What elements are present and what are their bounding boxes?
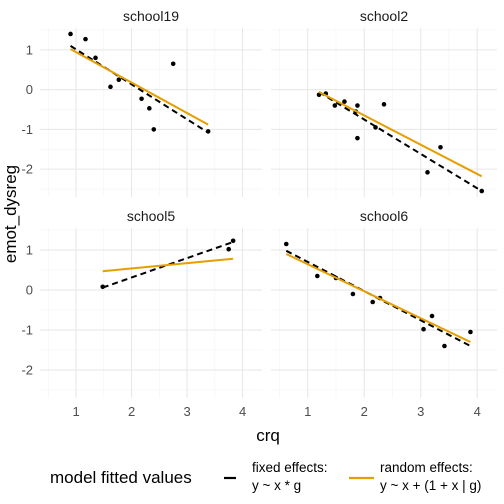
data-point [355, 103, 360, 108]
random-effects-line [102, 257, 234, 273]
data-point [147, 106, 152, 111]
data-point [83, 36, 88, 42]
data-point [429, 313, 435, 319]
facet-panel-school5: school5 -2 -1 0 1 1 2 3 4 [21, 208, 262, 419]
x-axis-title: crq [256, 426, 280, 445]
legend-label-fixed-line1: fixed effects: [252, 460, 328, 475]
data-point [370, 299, 376, 305]
facet-panel-school19: school19 -2 -1 0 1 [21, 8, 262, 197]
legend-title: model fitted values [50, 468, 192, 487]
y-axis-title: emot_dysreg [1, 165, 20, 263]
data-point [93, 55, 98, 61]
data-point [350, 291, 356, 297]
x-tick-label: 2 [361, 404, 368, 419]
random-effects-line [70, 48, 209, 126]
data-point [108, 84, 113, 90]
data-point [151, 127, 157, 132]
x-tick-label: 4 [474, 404, 481, 419]
legend: model fitted values fixed effects: y ~ x… [50, 460, 481, 493]
data-point [283, 241, 289, 247]
data-point [170, 61, 176, 67]
data-point [442, 343, 447, 349]
y-tick-label: -1 [21, 323, 33, 338]
y-tick-label: 0 [26, 283, 33, 298]
legend-label-random-line1: random effects: [380, 460, 473, 475]
fixed-effects-line [69, 45, 209, 134]
data-point [68, 31, 73, 37]
data-point [355, 135, 360, 141]
legend-label-fixed-line2: y ~ x * g [252, 478, 301, 493]
y-tick-label: -2 [21, 162, 33, 177]
data-point [425, 170, 430, 175]
facet-panel-school6: school6 1 2 3 4 [271, 208, 497, 419]
data-point [139, 96, 144, 102]
data-point [315, 273, 320, 279]
random-effects-line [285, 253, 471, 343]
facet-strip-label: school19 [123, 8, 179, 24]
y-tick-label: -1 [21, 122, 33, 137]
random-effects-line [318, 91, 483, 178]
legend-label-random-line2: y ~ x + (1 + x | g) [380, 478, 481, 493]
data-point [230, 238, 236, 244]
data-point [226, 246, 231, 252]
x-tick-label: 1 [72, 404, 79, 419]
y-tick-label: -2 [21, 363, 33, 378]
fixed-effects-line [318, 91, 483, 192]
data-point [116, 77, 122, 82]
y-tick-label: 0 [26, 82, 33, 97]
data-point [381, 102, 387, 107]
facet-strip-label: school5 [127, 208, 175, 224]
x-tick-label: 1 [304, 404, 311, 419]
facet-strip-label: school6 [360, 208, 408, 224]
fixed-effects-line [102, 241, 234, 289]
x-tick-label: 3 [417, 404, 424, 419]
y-tick-label: 1 [26, 42, 33, 57]
data-point [438, 144, 443, 150]
x-tick-label: 3 [183, 404, 190, 419]
data-point [421, 326, 426, 332]
facet-strip-label: school2 [360, 8, 408, 24]
x-tick-label: 2 [128, 404, 135, 419]
y-tick-label: 1 [26, 243, 33, 258]
data-point [332, 103, 338, 108]
data-point [342, 99, 347, 104]
x-tick-label: 4 [239, 404, 246, 419]
facet-panel-school2: school2 [271, 8, 497, 197]
data-point [468, 329, 473, 335]
